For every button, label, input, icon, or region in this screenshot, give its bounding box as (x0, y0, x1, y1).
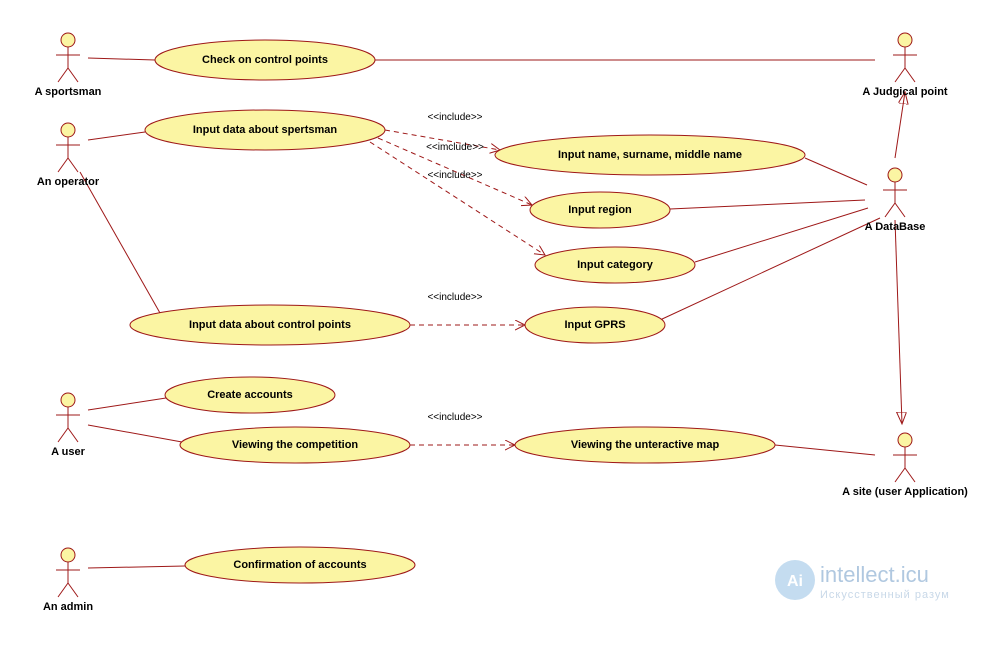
usecase-label-create_acc: Create accounts (207, 389, 293, 401)
usecase-label-input_gprs: Input GPRS (564, 319, 625, 331)
edge-sportsman-check_cp (88, 58, 155, 60)
actor-user: A user (51, 393, 86, 458)
usecase-input_cp: Input data about control points (130, 305, 410, 345)
edge-input_category-database (695, 208, 868, 262)
edge-user-view_comp (88, 425, 182, 442)
actor-operator: An operator (37, 123, 100, 188)
actor-label-judgical: A Judgical point (862, 86, 947, 98)
actor-database: A DataBase (865, 168, 926, 233)
actor-label-site: A site (user Application) (842, 486, 968, 498)
include-label-1: <<imclude>> (426, 142, 484, 153)
usecase-input_category: Input category (535, 247, 695, 283)
usecase-input_name: Input name, surname, middle name (495, 135, 805, 175)
edge-admin-confirm_acc (88, 566, 185, 568)
usecase-label-check_cp: Check on control points (202, 54, 328, 66)
usecase-input_gprs: Input GPRS (525, 307, 665, 343)
watermark-icon-text: Ai (787, 573, 803, 590)
edge-operator-input_sport (88, 132, 145, 140)
watermark-sub: Искусственный разум (820, 589, 950, 601)
usecase-label-input_name: Input name, surname, middle name (558, 149, 742, 161)
usecase-label-view_comp: Viewing the competition (232, 439, 359, 451)
usecase-create_acc: Create accounts (165, 377, 335, 413)
edge-input_region-database (670, 200, 865, 209)
actor-label-sportsman: A sportsman (35, 86, 102, 98)
edge-view_map-site (775, 445, 875, 455)
usecase-input_region: Input region (530, 192, 670, 228)
usecase-view_comp: Viewing the competition (180, 427, 410, 463)
actor-sportsman: A sportsman (35, 33, 102, 98)
usecase-label-input_category: Input category (577, 259, 654, 271)
edge-database-site (895, 220, 902, 424)
usecase-label-view_map: Viewing the unteractive map (571, 439, 720, 451)
actor-site: A site (user Application) (842, 433, 968, 498)
edge-database-judgical (895, 92, 905, 158)
actor-label-user: A user (51, 446, 86, 458)
edge-input_name-database (805, 158, 867, 185)
usecase-input_sport: Input data about spertsman (145, 110, 385, 150)
watermark-main: intellect.icu (820, 562, 929, 587)
usecase-label-input_cp: Input data about control points (189, 319, 351, 331)
edge-user-create_acc (88, 398, 166, 410)
usecase-label-input_region: Input region (568, 204, 632, 216)
include-label-0: <<include>> (427, 112, 482, 123)
actor-label-admin: An admin (43, 601, 93, 613)
uml-use-case-diagram: <<include>> <<imclude>> <<include>> <<inclu… (0, 0, 986, 649)
include-label-2: <<include>> (427, 170, 482, 181)
edge-operator-input_cp (80, 172, 160, 313)
watermark: Ai intellect.icu Искусственный разум (775, 560, 950, 601)
include-label-3: <<include>> (427, 292, 482, 303)
actor-label-database: A DataBase (865, 221, 926, 233)
actor-label-operator: An operator (37, 176, 100, 188)
actor-judgical: A Judgical point (862, 33, 947, 98)
usecase-label-confirm_acc: Confirmation of accounts (233, 559, 366, 571)
actor-admin: An admin (43, 548, 93, 613)
include-label-4: <<include>> (427, 412, 482, 423)
usecase-check_cp: Check on control points (155, 40, 375, 80)
usecase-view_map: Viewing the unteractive map (515, 427, 775, 463)
usecase-confirm_acc: Confirmation of accounts (185, 547, 415, 583)
usecase-label-input_sport: Input data about spertsman (193, 124, 338, 136)
